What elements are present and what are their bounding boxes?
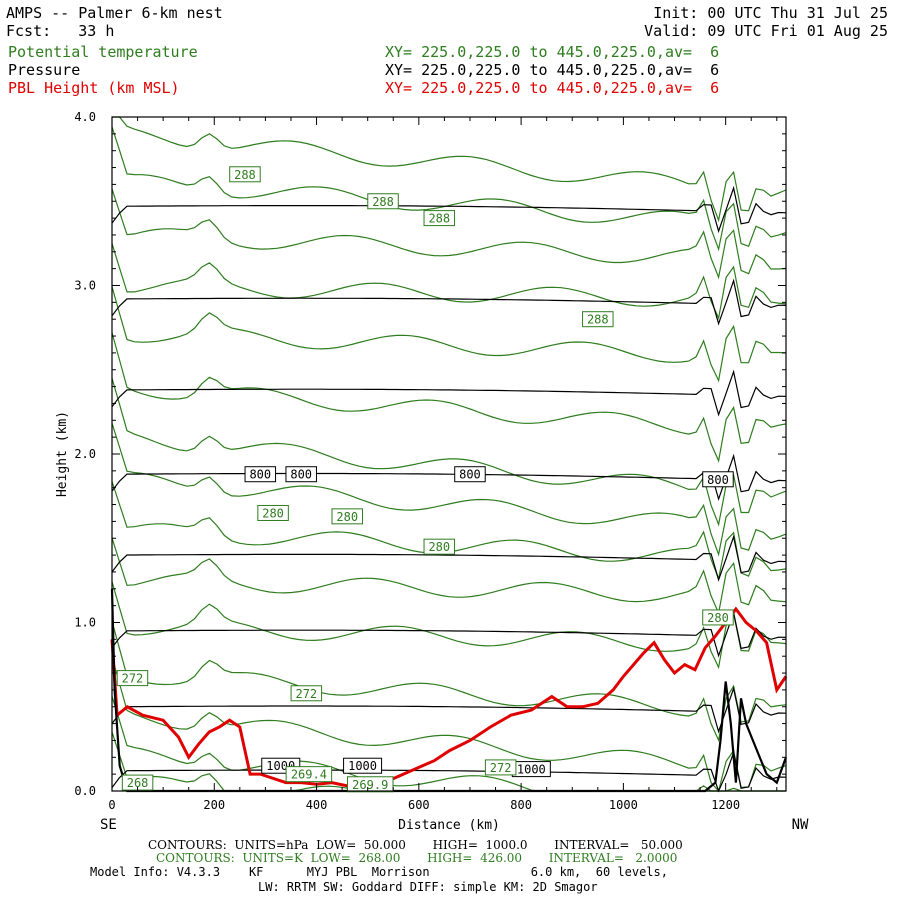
theta-label-box <box>331 508 363 525</box>
theta-contour-line <box>111 481 787 581</box>
theta-label-box <box>423 210 456 227</box>
y-tick-label: 3.0 <box>74 279 96 293</box>
footer-pressure-contours: CONTOURS: UNITS=hPa LOW= 50.000 HIGH= 10… <box>148 838 683 852</box>
pressure-label: 800 <box>707 473 729 487</box>
theta-label: 288 <box>372 195 394 209</box>
field-theta-name: Potential temperature <box>8 43 198 61</box>
y-tick-label: 4.0 <box>74 110 96 124</box>
pressure-contour-line <box>111 278 787 326</box>
theta-label: 288 <box>234 168 256 182</box>
pressure-label: 1000 <box>348 759 377 773</box>
x-tick-label: 1000 <box>609 798 638 812</box>
y-tick-label: 0.0 <box>74 784 96 798</box>
theta-contour-line <box>111 243 787 321</box>
footer-theta-contours: CONTOURS: UNITS=K LOW= 268.00 HIGH= 426.… <box>156 851 678 865</box>
theta-contour-line <box>111 621 787 743</box>
field-theta-xy: XY= 225.0,225.0 to 445.0,225.0,av= 6 <box>385 43 720 61</box>
theta-label: 288 <box>428 212 450 226</box>
theta-label: 280 <box>428 540 450 554</box>
pressure-label-box <box>454 466 486 483</box>
pressure-contour-line <box>111 610 787 658</box>
theta-label-box <box>229 166 261 183</box>
pressure-contour-line <box>111 534 787 582</box>
x-tick-label: 600 <box>408 798 430 812</box>
theta-label: 272 <box>295 687 317 701</box>
theta-contour-line <box>111 423 787 557</box>
pressure-contour-line <box>111 686 787 734</box>
x-tick-label: 200 <box>203 798 225 812</box>
theta-contour-line <box>111 126 787 252</box>
theta-label: 280 <box>262 506 284 520</box>
axes: 0.0 1.0 2.0 3.0 4.0 0 200 400 600 800 1000 1200 Dist… <box>55 110 809 833</box>
theta-label: 288 <box>587 313 609 327</box>
pressure-label: 1000 <box>517 763 546 777</box>
x-axis-title: Distance (km) <box>398 818 500 833</box>
field-pressure-name: Pressure <box>8 61 81 79</box>
y-tick-label: 1.0 <box>74 616 96 630</box>
x-tick-label: 400 <box>306 798 328 812</box>
theta-contour-line <box>111 731 786 792</box>
pressure-label: 800 <box>459 468 481 482</box>
pressure-contours <box>111 185 787 793</box>
x-tick-label: 1200 <box>711 798 740 812</box>
pressure-label-box <box>343 757 383 774</box>
init-time: Init: 00 UTC Thu 31 Jul 25 <box>653 4 888 22</box>
theta-label-box <box>346 776 394 793</box>
pressure-contour-line <box>111 185 787 234</box>
pressure-label: 800 <box>290 468 312 482</box>
theta-contour-line <box>111 378 787 527</box>
theta-label-box <box>702 609 734 626</box>
forecast-hour: Fcst: 33 h <box>6 22 115 40</box>
theta-label: 272 <box>490 761 512 775</box>
footer-model-info: Model Info: V4.3.3 KF MYJ PBL Morrison 6… <box>90 865 668 879</box>
theta-label: 280 <box>707 611 729 625</box>
theta-label-box <box>285 766 333 783</box>
theta-contour-line <box>112 116 787 223</box>
pressure-label: 800 <box>249 468 271 482</box>
nw-label: NW <box>792 817 809 833</box>
theta-label-box <box>116 670 149 687</box>
pbl-height-line <box>110 606 788 788</box>
terrain-line <box>110 588 788 793</box>
theta-label-box <box>290 685 323 702</box>
field-pressure-xy: XY= 225.0,225.0 to 445.0,225.0,av= 6 <box>385 61 720 79</box>
y-tick-label: 2.0 <box>74 447 96 461</box>
field-pbl-name: PBL Height (km MSL) <box>8 79 180 97</box>
x-tick-label: 0 <box>108 798 115 812</box>
pressure-label-box <box>702 471 734 488</box>
theta-label: 272 <box>122 672 144 686</box>
theta-label: 269.4 <box>291 768 327 782</box>
footer-physics-info: LW: RRTM SW: Goddard DIFF: simple KM: 2D… <box>258 880 598 894</box>
theta-label: 269.9 <box>352 778 388 792</box>
theta-label-box <box>484 759 517 776</box>
chart-title: AMPS -- Palmer 6-km nest <box>6 4 223 22</box>
theta-label-box <box>582 311 614 328</box>
theta-label: 280 <box>336 510 358 524</box>
theta-contour-line <box>111 581 787 670</box>
theta-label: 268 <box>127 776 149 790</box>
field-pbl-xy: XY= 225.0,225.0 to 445.0,225.0,av= 6 <box>385 79 720 97</box>
theta-label-box <box>257 504 289 521</box>
theta-contour-line <box>111 286 787 383</box>
pressure-label-box <box>244 466 277 483</box>
theta-contour-line <box>111 537 787 616</box>
theta-label-box <box>367 193 399 210</box>
pressure-contour-line <box>111 750 787 793</box>
y-axis-title: Height (km) <box>55 411 70 497</box>
pressure-contour-line <box>111 453 787 501</box>
theta-label-box <box>423 538 456 555</box>
pressure-contour-line <box>111 369 787 417</box>
pressure-label-box <box>285 466 317 483</box>
data-series <box>110 588 788 793</box>
theta-contour-line <box>111 332 787 463</box>
theta-contour-line <box>111 188 787 280</box>
valid-time: Valid: 09 UTC Fri 01 Aug 25 <box>644 22 888 40</box>
se-label: SE <box>100 817 117 833</box>
x-tick-label: 800 <box>510 798 532 812</box>
